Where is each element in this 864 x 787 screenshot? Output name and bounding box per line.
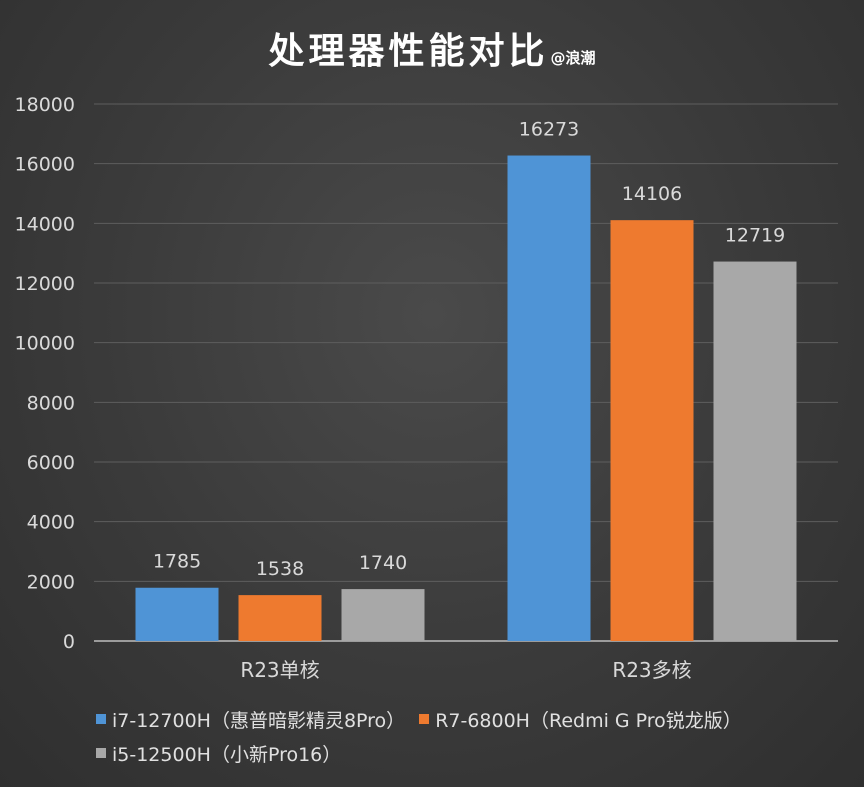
y-tick-label: 4000 bbox=[27, 512, 75, 534]
legend-item-series-2: i5-12500H（小新Pro16） bbox=[96, 736, 341, 770]
data-label: 1538 bbox=[256, 558, 304, 580]
data-label: 1785 bbox=[153, 551, 201, 573]
legend-item-series-1: R7-6800H（Redmi G Pro锐龙版） bbox=[419, 702, 742, 736]
x-tick-label: R23多核 bbox=[612, 658, 691, 682]
y-tick-label: 0 bbox=[63, 631, 75, 653]
data-label: 1740 bbox=[359, 552, 407, 574]
chart-plot: 0 2000 4000 6000 8000 10000 12000 14000 16000 180… bbox=[15, 94, 838, 682]
data-label: 12719 bbox=[725, 225, 785, 247]
bar bbox=[610, 220, 694, 641]
y-tick-label: 18000 bbox=[15, 94, 75, 116]
bar bbox=[135, 587, 219, 641]
bar bbox=[238, 595, 322, 641]
legend-label-series-2: i5-12500H（小新Pro16） bbox=[112, 743, 342, 766]
bar bbox=[713, 261, 797, 641]
y-tick-label: 2000 bbox=[27, 571, 75, 593]
chart-title: 处理器性能对比 bbox=[268, 31, 549, 72]
y-tick-label: 10000 bbox=[15, 333, 75, 355]
legend-label-series-0: i7-12700H（惠普暗影精灵8Pro） bbox=[112, 709, 406, 732]
y-tick-label: 16000 bbox=[15, 154, 75, 176]
y-tick-label: 8000 bbox=[27, 392, 75, 414]
legend-item-series-0: i7-12700H（惠普暗影精灵8Pro） bbox=[96, 702, 405, 736]
y-tick-label: 14000 bbox=[15, 213, 75, 235]
legend-swatch-series-2 bbox=[96, 748, 106, 758]
chart-title-area: 处理器性能对比 @浪潮 bbox=[0, 22, 864, 74]
legend: i7-12700H（惠普暗影精灵8Pro） R7-6800H（Redmi G P… bbox=[96, 702, 816, 770]
watermark: @浪潮 bbox=[550, 49, 596, 67]
legend-label-series-1: R7-6800H（Redmi G Pro锐龙版） bbox=[435, 709, 742, 732]
data-label: 16273 bbox=[519, 119, 579, 141]
legend-swatch-series-1 bbox=[419, 714, 430, 724]
bar bbox=[341, 589, 425, 641]
bar bbox=[507, 155, 591, 642]
data-label: 14106 bbox=[622, 183, 682, 205]
y-tick-label: 6000 bbox=[27, 452, 75, 474]
y-tick-label: 12000 bbox=[15, 273, 75, 295]
x-tick-label: R23单核 bbox=[240, 658, 319, 682]
legend-swatch-series-0 bbox=[96, 714, 106, 724]
